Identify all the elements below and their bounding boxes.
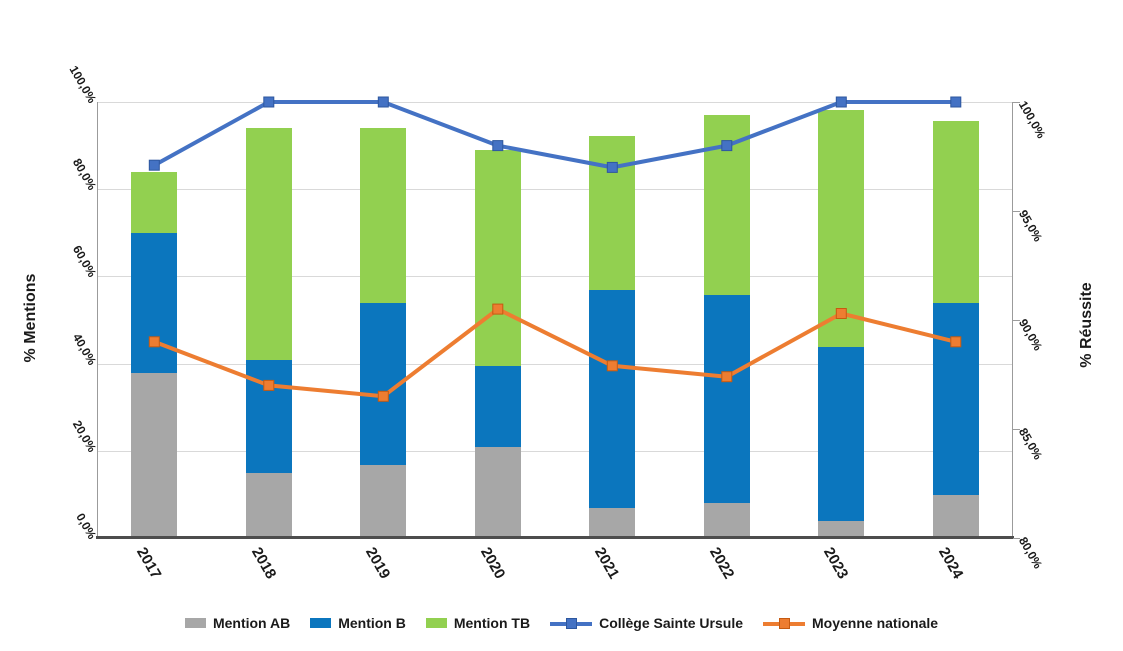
bar-segment-mention-ab-2024 [932,494,979,538]
bar-segment-mention-tb-2018 [245,127,292,360]
marker-collège-sainte-ursule-2018 [263,96,275,108]
marker-collège-sainte-ursule-2021 [606,161,618,173]
bar-segment-mention-ab-2023 [818,520,865,538]
gridline [97,450,1013,452]
marker-moyenne-nationale-2018 [263,379,275,391]
x-label-2023: 2023 [820,544,852,582]
right-axis-tick [1013,102,1020,103]
legend-item-mention-ab: Mention AB [184,615,291,631]
left-tick-label: 0,0% [73,510,100,542]
right-axis-line [1012,102,1013,538]
line-moyenne-nationale [153,307,957,399]
bar-segment-mention-b-2017 [131,232,178,374]
marker-moyenne-nationale-2023 [835,308,847,319]
bar-segment-mention-b-2024 [932,303,979,495]
legend-swatch-icon [310,618,332,628]
bar-segment-mention-tb-2023 [818,110,865,347]
bar-segment-mention-tb-2024 [932,120,979,303]
marker-collège-sainte-ursule-2019 [377,96,389,108]
bar-segment-mention-tb-2020 [474,149,521,366]
left-axis-line [97,102,98,538]
legend: Mention AB Mention B Mention TB Collège Sai… [0,615,1123,631]
gridline [97,102,1013,103]
gridline [97,363,1013,365]
bar-segment-mention-b-2021 [589,290,636,509]
x-label-2019: 2019 [362,544,394,582]
bar-segment-mention-ab-2019 [360,464,407,538]
right-axis-tick [1013,538,1020,539]
bar-segment-mention-tb-2019 [360,127,407,303]
legend-label: Collège Sainte Ursule [599,615,744,631]
right-axis-tick [1013,211,1020,212]
bar-segment-mention-b-2023 [818,347,865,521]
x-label-2020: 2020 [476,544,509,582]
left-tick-label: 100,0% [66,63,100,106]
marker-collège-sainte-ursule-2022 [721,140,733,152]
left-tick-label: 80,0% [69,156,100,193]
right-tick-label: 85,0% [1015,425,1046,462]
bar-segment-mention-ab-2017 [131,373,178,538]
legend-swatch-icon [184,618,206,628]
bar-segment-mention-ab-2018 [245,473,292,538]
marker-moyenne-nationale-2020 [492,303,504,315]
plot-area [96,96,1020,539]
left-tick-label: 60,0% [69,243,100,280]
bar-segment-mention-ab-2022 [703,502,750,538]
bar-segment-mention-tb-2017 [131,171,178,233]
right-tick-label: 80,0% [1015,534,1046,571]
legend-label: Mention B [338,615,406,631]
legend-item-mention-b: Mention B [310,615,406,631]
legend-marker-icon [779,617,791,629]
right-tick-label: 90,0% [1015,316,1046,353]
marker-collège-sainte-ursule-2024 [950,96,962,108]
gridline [97,276,1013,278]
marker-moyenne-nationale-2021 [606,360,618,372]
right-axis-tick [1013,429,1020,430]
legend-item-mention-tb: Mention TB [425,615,531,631]
x-axis-line [96,536,1014,539]
legend-item-moyenne-nationale: Moyenne nationale [763,615,938,631]
x-label-2018: 2018 [247,544,280,582]
right-tick-label: 95,0% [1015,207,1046,244]
right-axis-tick [1013,320,1020,321]
left-axis-title: % Mentions [22,273,39,363]
legend-line-swatch-icon [763,617,806,629]
marker-moyenne-nationale-2024 [950,336,962,348]
legend-label: Mention TB [453,615,531,631]
line-collège-sainte-ursule [153,100,956,170]
legend-item-collège-sainte-ursule: Collège Sainte Ursule [550,615,743,631]
legend-label: Mention AB [212,615,291,631]
legend-line-swatch-icon [550,617,593,629]
marker-collège-sainte-ursule-2017 [148,159,160,171]
line-layer [148,96,962,402]
bar-segment-mention-b-2020 [474,365,521,448]
right-tick-label: 100,0% [1015,98,1049,141]
x-label-2021: 2021 [591,544,623,582]
legend-label: Moyenne nationale [812,615,939,631]
legend-marker-icon [566,617,578,629]
marker-collège-sainte-ursule-2020 [492,140,504,152]
bar-segment-mention-ab-2020 [474,447,521,538]
x-label-2022: 2022 [705,544,738,582]
bar-segment-mention-ab-2021 [589,508,636,538]
legend-swatch-icon [425,618,447,628]
x-label-2024: 2024 [934,544,967,582]
bar-segment-mention-b-2022 [703,294,750,503]
marker-moyenne-nationale-2017 [148,336,160,348]
gridline [97,189,1013,191]
marker-moyenne-nationale-2019 [377,390,389,402]
left-tick-label: 20,0% [69,417,100,455]
x-label-2017: 2017 [133,544,165,582]
marker-moyenne-nationale-2022 [721,371,733,383]
right-axis-title: % Réussite [1078,282,1095,368]
left-tick-label: 40,0% [69,330,100,368]
marker-collège-sainte-ursule-2023 [835,96,847,108]
